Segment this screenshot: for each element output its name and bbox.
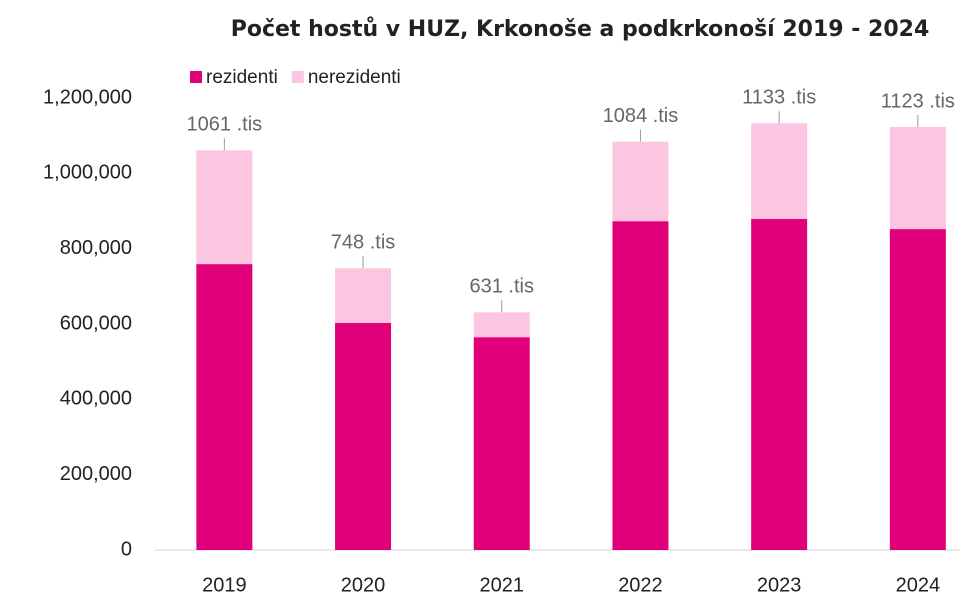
legend-label: nerezidenti [308, 67, 401, 88]
bar-segment [612, 221, 669, 551]
legend-swatch [190, 71, 202, 83]
y-tick-label: 400,000 [60, 388, 132, 410]
x-tick-label: 2019 [202, 574, 247, 596]
bar-segment [473, 337, 530, 550]
bar-segment [889, 229, 946, 550]
y-tick-label: 200,000 [60, 463, 132, 485]
x-tick-label: 2022 [618, 574, 663, 596]
total-label: 748 .tis [331, 232, 395, 254]
chart-title: Počet hostů v HUZ, Krkonoše a podkrkonoš… [231, 17, 930, 42]
x-tick-label: 2020 [341, 574, 386, 596]
bar-segment [335, 322, 392, 550]
bar-segment [751, 123, 808, 219]
y-tick-label: 1,000,000 [43, 162, 132, 184]
total-label: 1133 .tis [742, 87, 816, 109]
x-tick-label: 2023 [757, 574, 802, 596]
bar-segment [473, 312, 530, 338]
x-tick-label: 2021 [480, 574, 525, 596]
y-tick-label: 800,000 [60, 237, 132, 259]
y-tick-label: 0 [121, 538, 132, 560]
bar-segment [751, 218, 808, 550]
x-tick-label: 2024 [896, 574, 941, 596]
total-label: 1084 .tis [603, 105, 679, 127]
total-label: 631 .tis [470, 276, 534, 298]
bar-segment [335, 268, 392, 323]
total-label: 1061 .tis [187, 114, 263, 136]
total-label: 1123 .tis [881, 90, 955, 112]
bar-segment [196, 150, 253, 265]
bar-segment [196, 264, 253, 550]
bar-segment [889, 127, 946, 230]
legend-label: rezidenti [206, 67, 278, 88]
bar-segment [612, 141, 669, 222]
legend-swatch [291, 71, 304, 83]
y-tick-label: 600,000 [60, 312, 132, 334]
y-tick-label: 1,200,000 [43, 86, 132, 108]
